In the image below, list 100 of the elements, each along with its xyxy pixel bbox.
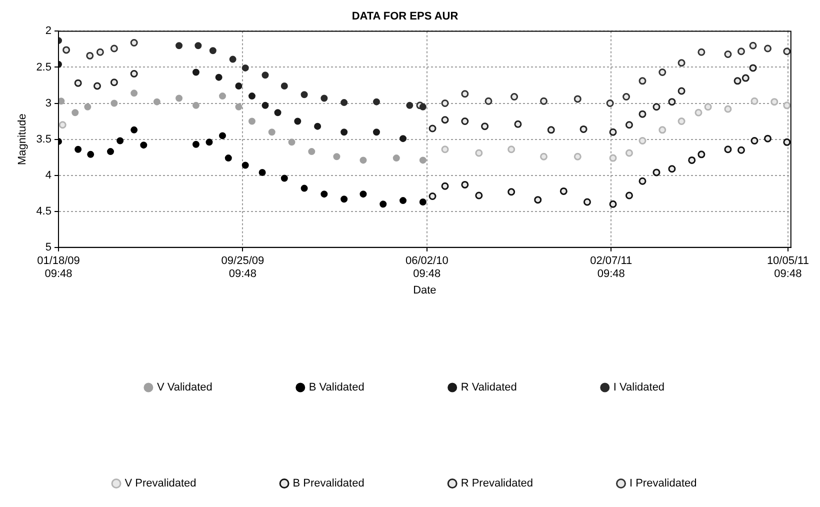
- point: [484, 97, 492, 105]
- point: [308, 148, 316, 156]
- point: [320, 190, 328, 198]
- point: [625, 121, 633, 129]
- point: [742, 74, 750, 82]
- point: [406, 102, 414, 109]
- point: [668, 98, 676, 106]
- point: [540, 97, 548, 105]
- point: [248, 118, 256, 125]
- point: [704, 103, 712, 111]
- point: [248, 92, 256, 100]
- point: [658, 68, 666, 76]
- y-tick-label: 2: [45, 25, 52, 38]
- point: [130, 70, 138, 78]
- point: [698, 48, 706, 56]
- point: [235, 103, 242, 110]
- point: [320, 94, 328, 102]
- point: [441, 182, 449, 190]
- point: [219, 132, 226, 140]
- point: [622, 93, 630, 101]
- point: [534, 196, 542, 204]
- legend-label: V Validated: [156, 382, 212, 394]
- point: [300, 184, 308, 192]
- point: [574, 95, 582, 103]
- legend-label: B Validated: [308, 382, 364, 394]
- point: [242, 162, 249, 169]
- x-tick-label: 10/05/11 09:48: [766, 255, 809, 280]
- point: [638, 77, 646, 85]
- point: [441, 100, 449, 108]
- point: [609, 200, 617, 208]
- point: [441, 146, 449, 154]
- point: [638, 177, 646, 185]
- legend-label: R Validated: [460, 382, 517, 394]
- point: [694, 108, 702, 116]
- point: [140, 142, 148, 149]
- point: [96, 48, 104, 56]
- legend-label: R Prevalidated: [460, 478, 533, 490]
- point: [428, 124, 436, 132]
- point: [560, 187, 568, 195]
- point: [678, 59, 686, 67]
- point: [481, 122, 489, 130]
- point: [638, 110, 646, 118]
- point: [86, 52, 94, 60]
- point: [192, 68, 200, 76]
- point: [764, 44, 772, 52]
- point: [360, 156, 367, 164]
- point: [580, 125, 588, 133]
- point: [764, 134, 772, 142]
- point: [638, 136, 646, 144]
- y-tick-label: 4: [45, 169, 52, 182]
- point: [224, 154, 232, 162]
- point: [340, 196, 348, 203]
- point: [625, 149, 633, 157]
- y-tick-label: 2.5: [36, 61, 52, 74]
- point: [678, 118, 686, 126]
- point: [609, 128, 617, 136]
- point: [372, 98, 380, 106]
- point: [58, 98, 65, 105]
- point: [392, 154, 400, 162]
- point: [734, 77, 742, 85]
- point: [176, 94, 183, 102]
- point: [262, 102, 269, 109]
- point: [749, 42, 757, 50]
- point: [110, 44, 118, 52]
- x-tick-label: 02/07/11 09:48: [590, 255, 632, 280]
- point: [583, 198, 591, 206]
- point: [652, 103, 660, 111]
- point: [130, 90, 138, 97]
- point: [783, 48, 791, 56]
- point: [419, 198, 426, 206]
- point: [461, 180, 469, 188]
- point: [724, 50, 732, 58]
- point: [783, 138, 791, 146]
- point: [340, 128, 348, 136]
- point: [441, 116, 449, 124]
- point: [380, 200, 387, 208]
- y-tick-label: 4.5: [36, 205, 52, 218]
- point: [206, 138, 213, 146]
- legend-label: B Prevalidated: [292, 478, 364, 490]
- point: [475, 149, 483, 157]
- point: [209, 47, 216, 54]
- point: [74, 146, 82, 153]
- x-tick-label: 01/18/09 09:48: [37, 255, 80, 280]
- point: [574, 152, 582, 160]
- point: [508, 188, 516, 196]
- chart-title: DATA FOR EPS AUR: [352, 10, 458, 23]
- point: [333, 153, 340, 160]
- x-tick-label: 06/02/10 09:48: [405, 255, 448, 280]
- point: [107, 148, 114, 156]
- point: [280, 82, 288, 90]
- point: [72, 109, 79, 116]
- point: [340, 99, 348, 106]
- point: [153, 98, 160, 106]
- point: [314, 122, 322, 130]
- point: [130, 126, 138, 134]
- point: [288, 138, 296, 146]
- point: [419, 156, 426, 164]
- point: [400, 197, 407, 204]
- point: [229, 56, 236, 63]
- point: [737, 146, 745, 154]
